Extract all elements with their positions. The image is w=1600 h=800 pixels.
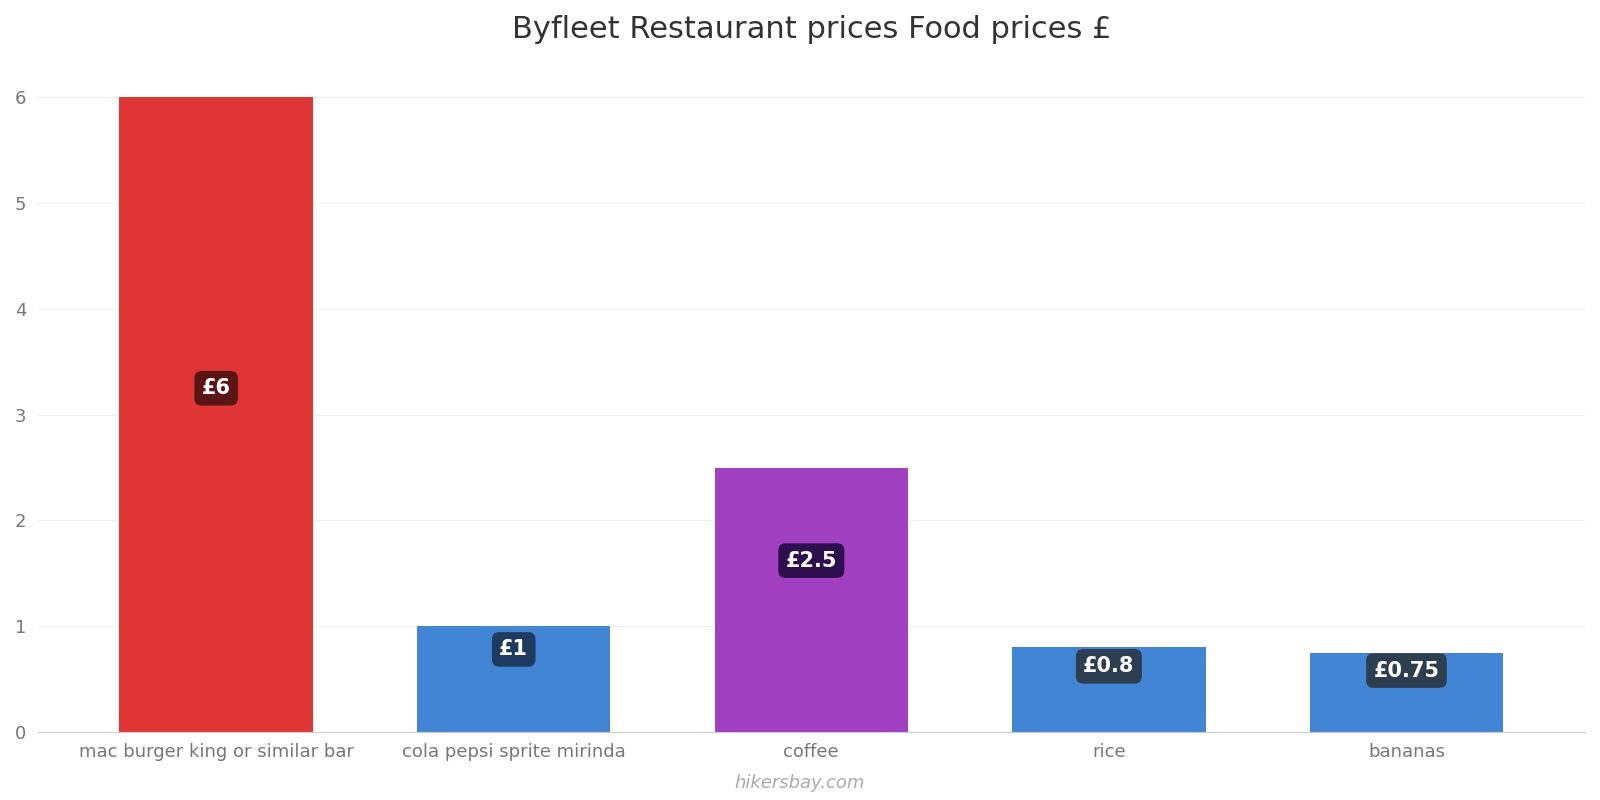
Bar (715, 467, 909, 732)
Text: hikersbay.com: hikersbay.com (734, 774, 866, 792)
Bar (1310, 653, 1502, 732)
Text: £0.8: £0.8 (1083, 656, 1134, 676)
Title: Byfleet Restaurant prices Food prices £: Byfleet Restaurant prices Food prices £ (512, 15, 1110, 44)
Bar (120, 98, 314, 732)
Bar (418, 626, 611, 732)
Text: £2.5: £2.5 (786, 550, 837, 570)
Bar (1013, 647, 1205, 732)
Text: £6: £6 (202, 378, 230, 398)
Text: £0.75: £0.75 (1373, 661, 1440, 681)
Text: £1: £1 (499, 639, 528, 659)
